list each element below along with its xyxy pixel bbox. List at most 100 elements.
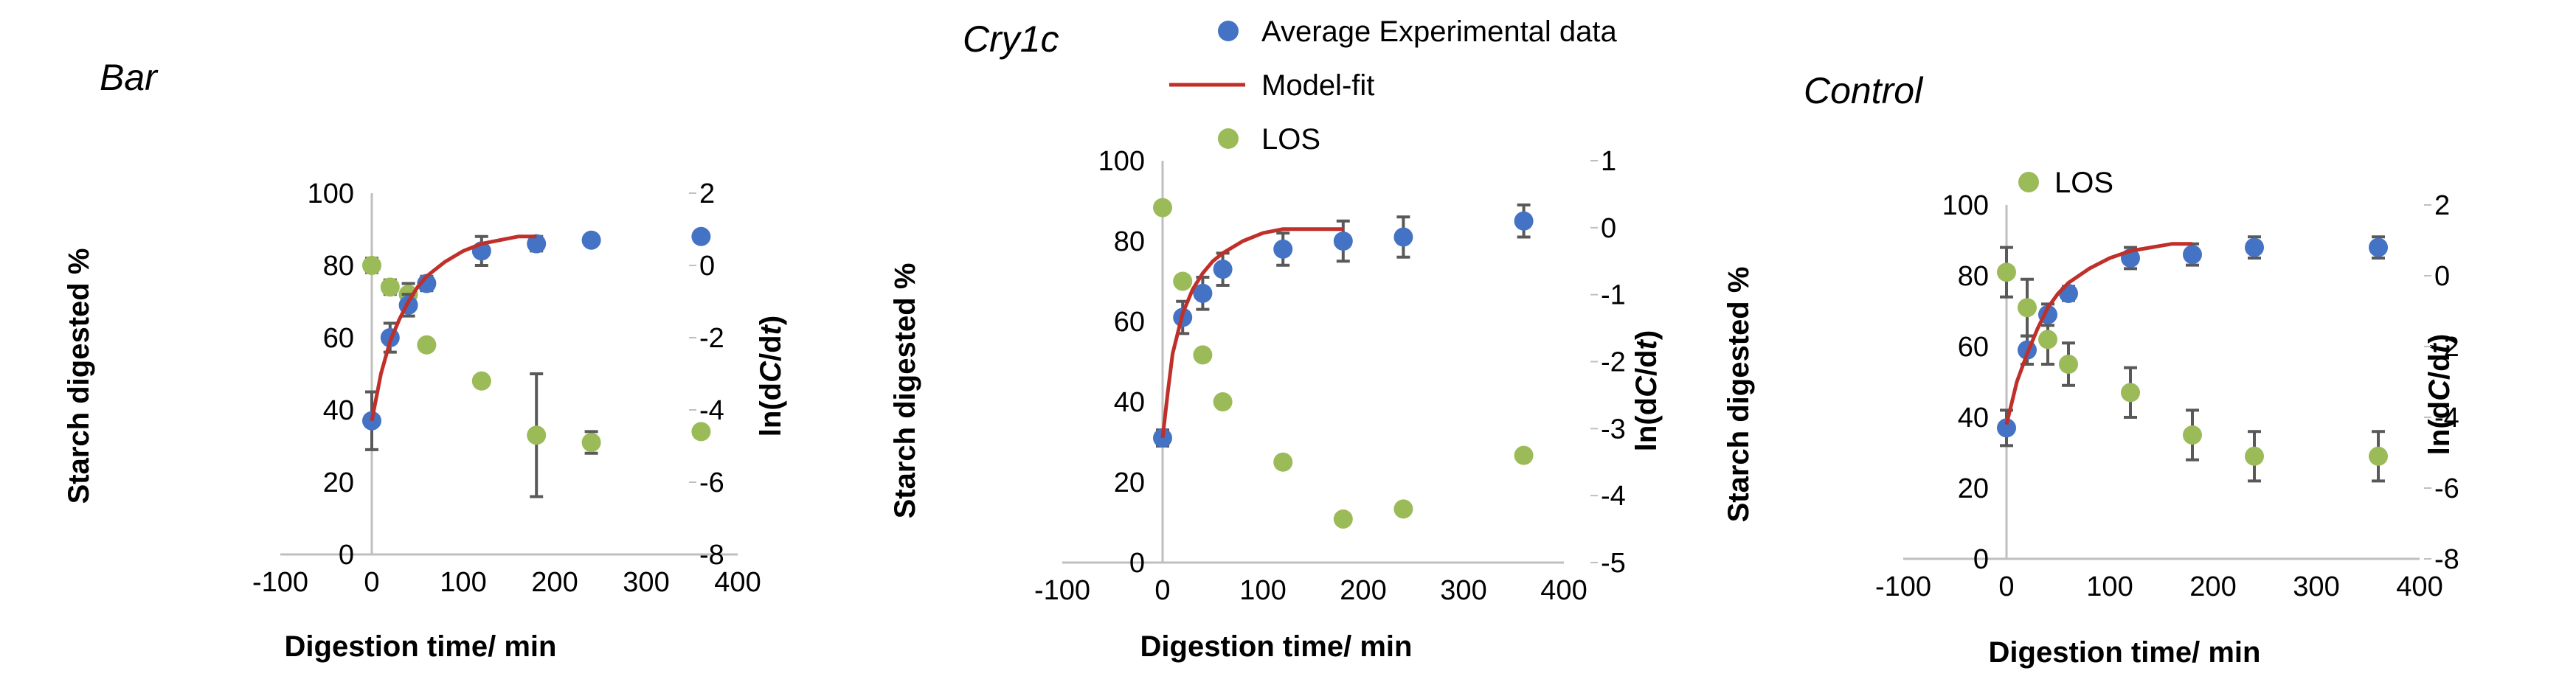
los-point — [1273, 452, 1293, 472]
y2-tick-label: -6 — [2434, 473, 2459, 504]
los-point — [1997, 262, 2016, 282]
y-tick-label: 0 — [339, 540, 354, 571]
x-tick-label: 200 — [2189, 571, 2236, 602]
experimental-point — [417, 274, 437, 293]
los-point — [1333, 509, 1353, 529]
x-axis-title-cry1c: Digestion time/ min — [1140, 630, 1413, 663]
x-tick-label: -100 — [252, 567, 308, 598]
legend-marker-experimental — [1218, 21, 1239, 41]
x-tick-label: 300 — [2293, 571, 2339, 602]
legend-label-los-control: LOS — [2054, 167, 2113, 199]
chart-panel-cry1c: Cry1c Starch digested % ln(dC/dt) Digest… — [889, 15, 1663, 663]
y-tick-label: 80 — [1958, 261, 1989, 292]
experimental-point — [1393, 227, 1413, 247]
x-tick-label: -100 — [1034, 575, 1090, 606]
x-axis-title-bar: Digestion time/ min — [285, 630, 557, 663]
x-tick-label: 400 — [2396, 571, 2442, 602]
legend-label-model: Model-fit — [1261, 69, 1374, 102]
x-tick-label: 100 — [440, 567, 486, 598]
y-tick-label: 80 — [323, 251, 354, 282]
los-point — [1213, 392, 1233, 411]
legend-marker-los — [1218, 128, 1239, 149]
los-point — [2121, 383, 2140, 403]
experimental-point — [2245, 237, 2264, 257]
los-point — [1173, 271, 1193, 291]
model-fit-line — [370, 234, 537, 422]
experimental-point — [691, 226, 711, 246]
experimental-point — [1514, 211, 1534, 231]
experimental-point — [581, 230, 601, 250]
los-point — [2018, 298, 2037, 318]
experimental-point — [2059, 284, 2078, 303]
y-tick-label: 60 — [323, 323, 354, 354]
y-tick-label: 60 — [1114, 307, 1145, 338]
y2-tick-label: -4 — [1601, 481, 1626, 512]
panel-title-control: Control — [1804, 70, 1924, 111]
chart-panel-control: Control Starch digested % ln(dC/dt) Dige… — [1722, 70, 2459, 669]
y2-tick-label: 2 — [2434, 190, 2450, 221]
los-point — [380, 277, 400, 297]
experimental-point — [1213, 260, 1233, 279]
x-tick-label: 300 — [623, 567, 669, 598]
y2-tick-label: -1 — [1601, 280, 1626, 311]
x-tick-label: 100 — [1239, 575, 1286, 606]
panel-title-cry1c: Cry1c — [963, 18, 1059, 60]
y2-tick-label: -3 — [1601, 414, 1626, 445]
y2-tick-label: -4 — [699, 395, 724, 426]
los-point — [2369, 446, 2388, 466]
chart-panel-bar: Bar Starch digested % ln(dC/dt) Digestio… — [63, 57, 787, 663]
y2-tick-label: 1 — [1601, 146, 1616, 177]
los-point — [581, 433, 601, 453]
y2-tick-label: -4 — [2434, 403, 2459, 434]
x-axis-title-control: Digestion time/ min — [1989, 636, 2261, 669]
y2-axis-title-bar: ln(dC/dt) — [755, 316, 787, 436]
y2-tick-label: -2 — [1601, 347, 1626, 378]
los-point — [471, 371, 491, 391]
experimental-point — [527, 234, 547, 254]
y-axis-title-control: Starch digested % — [1722, 267, 1755, 523]
x-tick-label: 200 — [531, 567, 578, 598]
experimental-point — [1333, 232, 1353, 251]
x-tick-label: -100 — [1875, 571, 1931, 602]
x-tick-label: 200 — [1340, 575, 1386, 606]
legend-marker-los-control — [2018, 172, 2039, 192]
x-tick-label: 100 — [2086, 571, 2133, 602]
los-point — [2183, 425, 2202, 445]
y2-tick-label: -8 — [2434, 544, 2459, 575]
los-point — [1393, 499, 1413, 519]
legend-label-los: LOS — [1261, 123, 1320, 156]
y-tick-label: 40 — [323, 395, 354, 426]
y-tick-label: 60 — [1958, 332, 1989, 363]
x-tick-label: 400 — [714, 567, 761, 598]
y2-tick-label: 2 — [699, 178, 715, 209]
experimental-point — [1193, 283, 1213, 303]
panel-title-bar: Bar — [100, 57, 159, 98]
y-tick-label: 20 — [1958, 473, 1989, 504]
los-point — [691, 422, 711, 442]
y2-tick-label: -8 — [699, 540, 724, 571]
experimental-point — [2183, 245, 2202, 265]
x-tick-label: 0 — [364, 567, 379, 598]
experimental-point — [1273, 239, 1293, 259]
los-point — [1193, 345, 1213, 365]
y2-tick-label: 0 — [2434, 261, 2450, 292]
model-fit-line — [1160, 227, 1343, 439]
y-tick-label: 0 — [1973, 544, 1989, 575]
x-tick-label: 400 — [1540, 575, 1587, 606]
y-tick-label: 100 — [308, 178, 354, 209]
x-tick-label: 0 — [1154, 575, 1170, 606]
y2-tick-label: 0 — [1601, 213, 1616, 244]
y-tick-label: 20 — [323, 467, 354, 498]
los-point — [2245, 446, 2264, 466]
los-point — [362, 256, 381, 275]
y-tick-label: 80 — [1114, 226, 1145, 257]
legend-label-experimental: Average Experimental data — [1261, 15, 1618, 48]
y2-tick-label: -5 — [1601, 548, 1626, 579]
y2-tick-label: -2 — [2434, 332, 2459, 363]
experimental-point — [1997, 418, 2016, 438]
los-point — [527, 425, 547, 445]
y2-tick-label: -6 — [699, 467, 724, 498]
y-axis-title-bar: Starch digested % — [63, 248, 95, 504]
model-fit-line — [2004, 242, 2192, 425]
